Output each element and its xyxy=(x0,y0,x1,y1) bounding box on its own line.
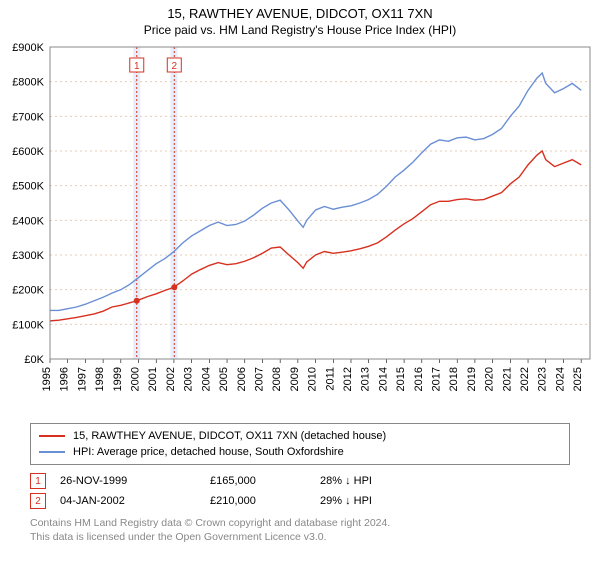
transaction-vs-hpi: 28% ↓ HPI xyxy=(320,475,450,487)
svg-text:1999: 1999 xyxy=(112,367,124,391)
transaction-marker: 2 xyxy=(30,493,46,509)
svg-text:2007: 2007 xyxy=(253,367,265,391)
svg-text:2016: 2016 xyxy=(413,367,425,391)
svg-text:1996: 1996 xyxy=(59,367,71,391)
svg-text:2006: 2006 xyxy=(236,367,248,391)
legend-swatch xyxy=(39,435,65,437)
svg-text:2025: 2025 xyxy=(572,367,584,391)
attribution-line: This data is licensed under the Open Gov… xyxy=(30,531,570,545)
legend-label: HPI: Average price, detached house, Sout… xyxy=(73,446,344,458)
legend-swatch xyxy=(39,451,65,453)
svg-text:£200K: £200K xyxy=(12,285,44,297)
svg-text:2024: 2024 xyxy=(554,367,566,391)
transaction-row: 1 26-NOV-1999£165,00028% ↓ HPI xyxy=(30,471,570,491)
legend-label: 15, RAWTHEY AVENUE, DIDCOT, OX11 7XN (de… xyxy=(73,430,386,442)
svg-text:2012: 2012 xyxy=(342,367,354,391)
transaction-vs-hpi: 29% ↓ HPI xyxy=(320,495,450,507)
svg-text:2005: 2005 xyxy=(218,367,230,391)
svg-text:2017: 2017 xyxy=(431,367,443,391)
svg-text:2023: 2023 xyxy=(537,367,549,391)
svg-text:1998: 1998 xyxy=(94,367,106,391)
legend: 15, RAWTHEY AVENUE, DIDCOT, OX11 7XN (de… xyxy=(30,423,570,465)
svg-text:£100K: £100K xyxy=(12,319,44,331)
svg-text:2002: 2002 xyxy=(165,367,177,391)
transaction-price: £210,000 xyxy=(210,495,320,507)
svg-text:2018: 2018 xyxy=(448,367,460,391)
svg-text:2020: 2020 xyxy=(484,367,496,391)
svg-text:2010: 2010 xyxy=(307,367,319,391)
legend-item: 15, RAWTHEY AVENUE, DIDCOT, OX11 7XN (de… xyxy=(39,428,561,444)
svg-text:2003: 2003 xyxy=(183,367,195,391)
transaction-row: 2 04-JAN-2002£210,00029% ↓ HPI xyxy=(30,491,570,511)
svg-text:2009: 2009 xyxy=(289,367,301,391)
svg-text:1995: 1995 xyxy=(41,367,53,391)
svg-text:2008: 2008 xyxy=(271,367,283,391)
svg-text:£0K: £0K xyxy=(24,354,44,366)
transaction-date: 04-JAN-2002 xyxy=(60,495,210,507)
svg-text:£300K: £300K xyxy=(12,250,44,262)
transaction-price: £165,000 xyxy=(210,475,320,487)
svg-text:1: 1 xyxy=(134,61,140,72)
svg-text:2014: 2014 xyxy=(377,367,389,391)
svg-text:2011: 2011 xyxy=(324,367,336,391)
svg-text:£800K: £800K xyxy=(12,77,44,89)
legend-item: HPI: Average price, detached house, Sout… xyxy=(39,444,561,460)
transaction-date: 26-NOV-1999 xyxy=(60,475,210,487)
svg-text:2004: 2004 xyxy=(200,367,212,391)
svg-text:£900K: £900K xyxy=(12,42,44,54)
svg-text:£600K: £600K xyxy=(12,146,44,158)
svg-text:2015: 2015 xyxy=(395,367,407,391)
svg-text:2019: 2019 xyxy=(466,367,478,391)
svg-text:2: 2 xyxy=(172,61,178,72)
transactions-table: 1 26-NOV-1999£165,00028% ↓ HPI 2 04-JAN-200… xyxy=(30,471,570,511)
svg-text:2022: 2022 xyxy=(519,367,531,391)
svg-text:1997: 1997 xyxy=(76,367,88,391)
svg-text:2001: 2001 xyxy=(147,367,159,391)
svg-text:£700K: £700K xyxy=(12,111,44,123)
page-title: 15, RAWTHEY AVENUE, DIDCOT, OX11 7XN xyxy=(0,6,600,21)
svg-text:2000: 2000 xyxy=(130,367,142,391)
svg-text:2021: 2021 xyxy=(501,367,513,391)
attribution-line: Contains HM Land Registry data © Crown c… xyxy=(30,517,570,531)
svg-text:2013: 2013 xyxy=(360,367,372,391)
attribution: Contains HM Land Registry data © Crown c… xyxy=(30,517,570,544)
price-chart: £0K £100K £200K £300K £400K £500K £600K £700K £8… xyxy=(0,37,600,417)
svg-text:£400K: £400K xyxy=(12,215,44,227)
page-subtitle: Price paid vs. HM Land Registry's House … xyxy=(0,23,600,37)
svg-text:£500K: £500K xyxy=(12,181,44,193)
transaction-marker: 1 xyxy=(30,473,46,489)
